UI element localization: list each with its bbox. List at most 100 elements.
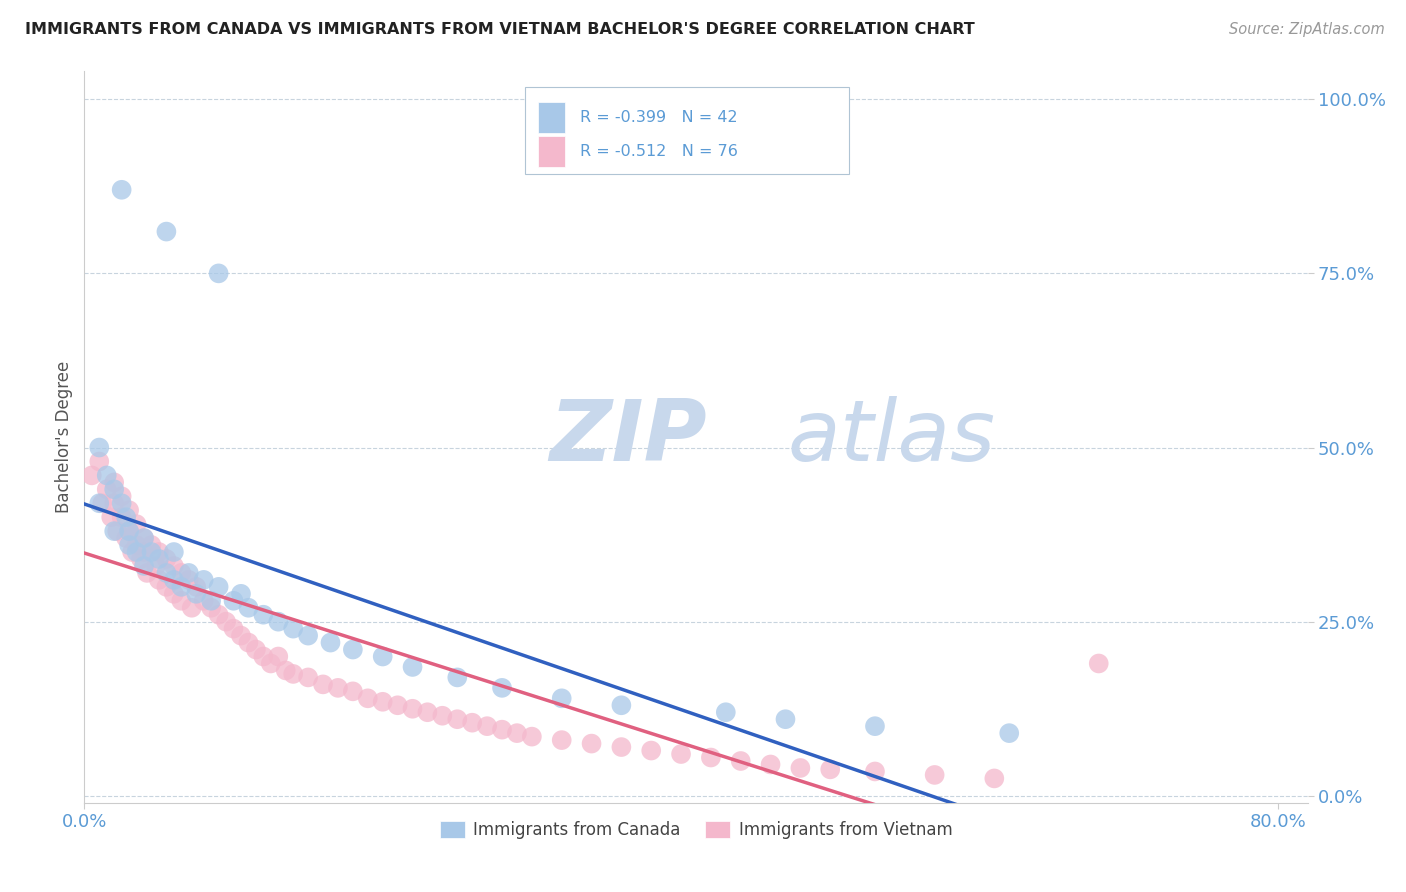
Point: [297, 629, 319, 643]
Point: [283, 667, 305, 681]
Point: [163, 587, 186, 601]
Point: [111, 489, 134, 503]
Point: [252, 649, 274, 664]
Point: [177, 566, 200, 580]
Point: [155, 566, 177, 580]
Point: [132, 558, 155, 573]
Point: [267, 615, 290, 629]
Point: [91, 496, 114, 510]
Point: [789, 761, 811, 775]
Point: [863, 764, 886, 779]
Point: [170, 580, 193, 594]
Point: [319, 635, 342, 649]
Point: [267, 649, 290, 664]
Point: [446, 712, 468, 726]
Point: [283, 622, 305, 636]
Point: [551, 691, 574, 706]
Point: [163, 573, 186, 587]
Point: [775, 712, 797, 726]
Point: [89, 441, 111, 455]
Point: [640, 743, 662, 757]
Point: [148, 573, 170, 587]
Point: [100, 510, 122, 524]
FancyBboxPatch shape: [524, 87, 849, 174]
Point: [118, 524, 141, 538]
Point: [132, 531, 155, 545]
Point: [170, 594, 193, 608]
Point: [186, 580, 208, 594]
Point: [115, 531, 138, 545]
Point: [180, 600, 202, 615]
Point: [863, 719, 886, 733]
Point: [730, 754, 752, 768]
Point: [998, 726, 1021, 740]
Point: [610, 740, 633, 755]
Point: [207, 266, 229, 280]
Point: [274, 664, 297, 678]
Point: [163, 545, 186, 559]
Point: [148, 545, 170, 559]
Point: [475, 719, 498, 733]
Point: [245, 642, 267, 657]
Bar: [538, 136, 565, 167]
Point: [222, 594, 245, 608]
Point: [121, 545, 143, 559]
Point: [491, 681, 513, 695]
Text: R = -0.399   N = 42: R = -0.399 N = 42: [579, 110, 737, 125]
Point: [177, 573, 200, 587]
Point: [89, 454, 111, 468]
Point: [89, 496, 111, 510]
Text: ZIP: ZIP: [550, 395, 707, 479]
Point: [103, 524, 125, 538]
Text: atlas: atlas: [787, 395, 995, 479]
Point: [200, 594, 222, 608]
Point: [118, 503, 141, 517]
Point: [312, 677, 335, 691]
Text: IMMIGRANTS FROM CANADA VS IMMIGRANTS FROM VIETNAM BACHELOR'S DEGREE CORRELATION : IMMIGRANTS FROM CANADA VS IMMIGRANTS FRO…: [25, 22, 974, 37]
Point: [983, 772, 1005, 786]
Point: [1087, 657, 1109, 671]
Point: [141, 545, 163, 559]
Point: [446, 670, 468, 684]
Point: [506, 726, 529, 740]
Point: [103, 496, 125, 510]
Point: [714, 705, 737, 719]
Point: [207, 580, 229, 594]
Point: [371, 649, 394, 664]
Point: [105, 524, 128, 538]
Point: [141, 538, 163, 552]
Point: [401, 702, 423, 716]
Point: [416, 705, 439, 719]
Point: [669, 747, 692, 761]
Point: [229, 587, 252, 601]
Point: [111, 183, 134, 197]
Point: [200, 600, 222, 615]
Point: [148, 552, 170, 566]
Point: [118, 538, 141, 552]
Point: [520, 730, 543, 744]
Point: [111, 496, 134, 510]
Point: [551, 733, 574, 747]
Point: [118, 524, 141, 538]
Point: [129, 552, 152, 566]
Point: [103, 483, 125, 497]
Point: [461, 715, 484, 730]
Point: [759, 757, 782, 772]
Point: [132, 545, 155, 559]
Point: [222, 622, 245, 636]
Point: [342, 684, 364, 698]
Point: [170, 566, 193, 580]
Point: [401, 660, 423, 674]
Point: [326, 681, 349, 695]
Point: [581, 737, 603, 751]
Point: [357, 691, 380, 706]
Point: [125, 545, 148, 559]
Point: [432, 708, 454, 723]
Point: [155, 552, 177, 566]
Point: [163, 558, 186, 573]
Point: [145, 558, 167, 573]
Point: [342, 642, 364, 657]
Point: [371, 695, 394, 709]
Point: [610, 698, 633, 713]
Point: [132, 531, 155, 545]
